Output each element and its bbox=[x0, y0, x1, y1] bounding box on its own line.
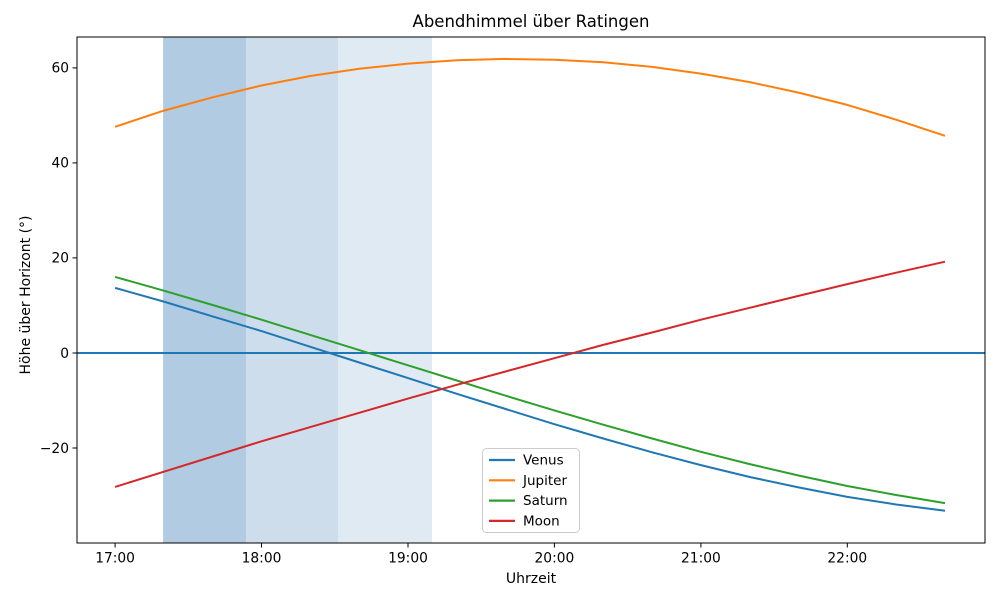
y-tick-label: 20 bbox=[51, 251, 69, 267]
twilight-bands bbox=[163, 37, 432, 543]
x-axis-ticks: 17:00 18:00 19:00 20:00 21:00 22:00 bbox=[95, 543, 867, 567]
legend-item-moon: Moon bbox=[489, 513, 560, 529]
x-tick-label: 22:00 bbox=[827, 551, 867, 567]
y-axis-ticks: −20 0 20 40 60 bbox=[40, 61, 77, 457]
legend-label-venus: Venus bbox=[523, 453, 564, 469]
legend-label-moon: Moon bbox=[523, 513, 560, 529]
legend-label-jupiter: Jupiter bbox=[522, 473, 567, 489]
y-axis-label: Höhe über Horizont (°) bbox=[18, 216, 34, 375]
altitude-curves bbox=[114, 57, 946, 512]
y-tick-label: 0 bbox=[60, 346, 69, 362]
x-tick-label: 18:00 bbox=[242, 551, 282, 567]
curve-saturn bbox=[114, 275, 946, 505]
x-tick-label: 19:00 bbox=[388, 551, 428, 567]
chart-title: Abendhimmel über Ratingen bbox=[413, 12, 650, 31]
x-tick-label: 17:00 bbox=[95, 551, 135, 567]
legend-frame bbox=[482, 448, 580, 533]
y-tick-label: −20 bbox=[40, 441, 69, 457]
x-tick-label: 21:00 bbox=[681, 551, 721, 567]
axes-frame bbox=[76, 36, 986, 544]
curve-jupiter bbox=[114, 57, 946, 137]
y-tick-label: 40 bbox=[51, 156, 69, 172]
legend-label-saturn: Saturn bbox=[523, 493, 568, 509]
legend: Venus Jupiter Saturn Moon bbox=[482, 448, 580, 533]
x-tick-label: 20:00 bbox=[535, 551, 575, 567]
legend-item-jupiter: Jupiter bbox=[489, 473, 567, 489]
legend-item-venus: Venus bbox=[489, 453, 564, 469]
curve-venus bbox=[114, 286, 946, 512]
y-tick-label: 60 bbox=[51, 61, 69, 77]
twilight-band-3 bbox=[338, 37, 432, 543]
legend-item-saturn: Saturn bbox=[489, 493, 568, 509]
curve-moon bbox=[114, 260, 946, 488]
twilight-band-2 bbox=[246, 37, 338, 543]
x-axis-label: Uhrzeit bbox=[506, 571, 557, 587]
